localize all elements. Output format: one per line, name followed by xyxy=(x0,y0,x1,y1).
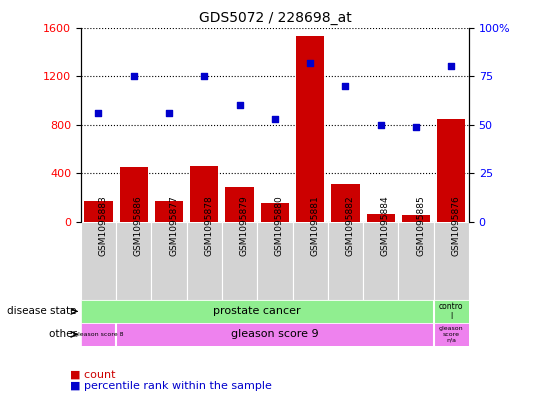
Bar xyxy=(363,222,398,300)
Text: ■ percentile rank within the sample: ■ percentile rank within the sample xyxy=(70,381,272,391)
Bar xyxy=(186,222,222,300)
Bar xyxy=(155,201,183,222)
Point xyxy=(341,83,350,89)
Text: GSM1095877: GSM1095877 xyxy=(169,196,178,256)
Bar xyxy=(225,187,254,222)
Point xyxy=(306,59,314,66)
Text: GSM1095881: GSM1095881 xyxy=(310,196,319,256)
Text: GSM1095876: GSM1095876 xyxy=(451,196,460,256)
Bar xyxy=(222,222,257,300)
Point xyxy=(376,121,385,128)
Point xyxy=(129,73,138,79)
Bar xyxy=(120,167,148,222)
Point xyxy=(165,110,174,116)
Text: GSM1095882: GSM1095882 xyxy=(345,196,355,256)
Bar xyxy=(296,36,324,222)
Bar xyxy=(116,222,151,300)
Text: prostate cancer: prostate cancer xyxy=(213,307,301,316)
Bar xyxy=(398,222,434,300)
Bar xyxy=(85,201,113,222)
Bar xyxy=(151,222,186,300)
Point xyxy=(236,102,244,108)
Point xyxy=(94,110,103,116)
Point xyxy=(412,123,420,130)
Point xyxy=(447,63,455,70)
Text: GSM1095885: GSM1095885 xyxy=(416,196,425,256)
Bar xyxy=(434,300,469,323)
Bar xyxy=(328,222,363,300)
Text: GSM1095884: GSM1095884 xyxy=(381,196,390,256)
Bar xyxy=(293,222,328,300)
Text: disease state: disease state xyxy=(8,307,80,316)
Point xyxy=(200,73,209,79)
Bar xyxy=(261,203,289,222)
Text: ■ count: ■ count xyxy=(70,369,115,379)
Text: contro
l: contro l xyxy=(439,302,464,321)
Text: other: other xyxy=(49,329,80,339)
Bar xyxy=(116,323,434,346)
Text: GSM1095879: GSM1095879 xyxy=(240,196,248,256)
Text: GSM1095886: GSM1095886 xyxy=(134,196,143,256)
Bar xyxy=(257,222,293,300)
Bar xyxy=(367,213,395,222)
Bar xyxy=(331,184,360,222)
Text: GSM1095883: GSM1095883 xyxy=(99,196,107,256)
Bar xyxy=(402,215,430,222)
Text: gleason score 9: gleason score 9 xyxy=(231,329,319,339)
Bar xyxy=(81,222,116,300)
Bar xyxy=(434,222,469,300)
Bar xyxy=(190,166,218,222)
Text: GSM1095878: GSM1095878 xyxy=(204,196,213,256)
Text: GSM1095880: GSM1095880 xyxy=(275,196,284,256)
Title: GDS5072 / 228698_at: GDS5072 / 228698_at xyxy=(198,11,351,25)
Bar xyxy=(434,323,469,346)
Text: gleason score 8: gleason score 8 xyxy=(74,332,123,337)
Text: gleason
score
n/a: gleason score n/a xyxy=(439,326,464,343)
Bar xyxy=(81,323,116,346)
Point xyxy=(271,116,279,122)
Bar xyxy=(437,119,465,222)
